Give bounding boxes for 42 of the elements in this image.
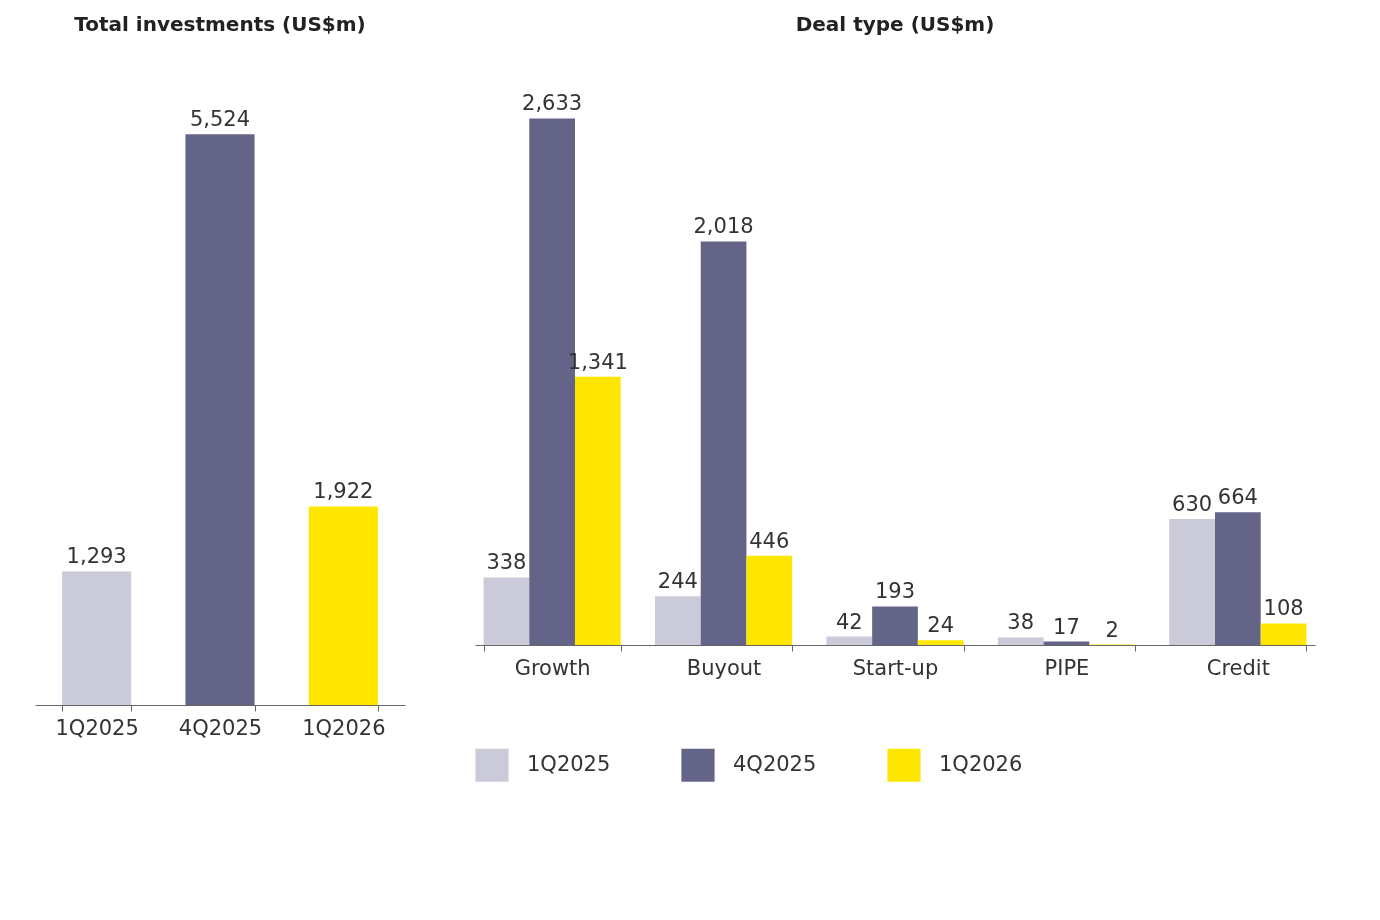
data-label: 1,293 (66, 544, 127, 569)
data-label: 193 (874, 579, 916, 604)
data-label: 664 (1217, 485, 1258, 510)
bar (1169, 519, 1215, 645)
data-label: 24 (927, 613, 955, 638)
bar (483, 577, 530, 645)
bar (826, 636, 873, 645)
data-label: 2,633 (522, 91, 583, 116)
bar (1215, 512, 1261, 645)
bar (575, 376, 621, 645)
bar (1260, 623, 1307, 645)
data-label: 5,524 (189, 107, 251, 132)
chart-title: Deal type (US$m) (795, 12, 995, 36)
bar (917, 640, 964, 645)
data-label: 42 (835, 609, 863, 634)
x-tick-label: Buyout (686, 655, 762, 680)
legend-label: 4Q2025 (733, 752, 817, 777)
data-label: 108 (1263, 596, 1304, 621)
data-label: 446 (749, 528, 790, 553)
data-label: 2 (1105, 617, 1119, 642)
x-tick-label: 4Q2025 (178, 715, 263, 740)
data-label: 244 (657, 569, 698, 594)
bar (746, 555, 793, 645)
data-label: 17 (1053, 614, 1080, 639)
bar (997, 637, 1044, 645)
data-label: 38 (1007, 610, 1035, 635)
chart-title: Total investments (US$m) (74, 12, 366, 36)
x-tick-label: Credit (1206, 655, 1270, 680)
legend-label: 1Q2026 (939, 752, 1023, 777)
x-tick-label: Start-up (852, 655, 939, 680)
data-label: 2,018 (693, 214, 754, 239)
bar (700, 241, 747, 645)
data-label: 1,922 (313, 479, 374, 504)
data-label: 630 (1172, 492, 1213, 516)
x-tick-label: PIPE (1044, 655, 1090, 680)
x-tick-label: Growth (514, 655, 591, 680)
legend-label: 1Q2025 (527, 752, 611, 777)
bar (655, 596, 701, 645)
data-label: 338 (486, 550, 527, 575)
x-tick-label: 1Q2025 (55, 715, 139, 740)
x-tick-label: 1Q2026 (302, 715, 386, 740)
bar (872, 606, 918, 645)
